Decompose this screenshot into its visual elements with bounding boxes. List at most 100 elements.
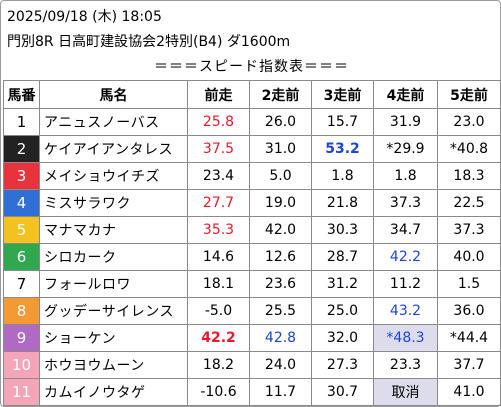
table-row: 7 フォールロワ 18.1 23.6 31.2 11.2 1.5	[3, 270, 501, 298]
speed-index-cell: 5.0	[249, 162, 312, 190]
speed-index-cell: *48.3	[373, 324, 438, 352]
horse-name-cell: ミスサラワク	[39, 189, 188, 217]
table-row: 5 マナマカナ 35.3 42.0 30.3 34.7 37.3	[3, 216, 501, 244]
col-header-horse: 馬名	[39, 80, 188, 109]
col-header-4back: 4走前	[373, 80, 438, 109]
speed-index-cell: 34.7	[373, 216, 438, 244]
speed-index-cell: 43.2	[373, 297, 438, 325]
speed-index-cell: 1.8	[311, 162, 374, 190]
speed-index-cell: 37.3	[437, 216, 501, 244]
speed-index-cell: 18.1	[187, 270, 250, 298]
speed-index-cell: 15.7	[311, 108, 374, 136]
speed-index-cell: 1.8	[373, 162, 438, 190]
speed-index-cell: 42.8	[249, 324, 312, 352]
post-number-cell: 9	[3, 324, 40, 352]
speed-index-cell: 30.3	[311, 216, 374, 244]
speed-index-cell: 42.2	[187, 324, 250, 352]
speed-index-cell: 36.0	[437, 297, 501, 325]
speed-index-cell: 37.7	[437, 351, 501, 379]
post-number-cell: 5	[3, 216, 40, 244]
speed-index-cell: 37.5	[187, 135, 250, 163]
horse-name-cell: グッデーサイレンス	[39, 297, 188, 325]
speed-index-cell: 12.6	[249, 243, 312, 271]
speed-index-cell: 21.8	[311, 189, 374, 217]
horse-name-cell: アニュスノーバス	[39, 108, 188, 136]
speed-index-cell: 11.7	[249, 378, 312, 406]
speed-index-cell: 30.7	[311, 378, 374, 406]
speed-index-cell: 18.3	[437, 162, 501, 190]
header-row: 馬番 馬名 前走 2走前 3走前 4走前 5走前	[3, 80, 501, 109]
horse-name-cell: メイショウイチズ	[39, 162, 188, 190]
post-number-cell: 4	[3, 189, 40, 217]
col-header-3back: 3走前	[311, 80, 374, 109]
horse-name-cell: ケイアイアンタレス	[39, 135, 188, 163]
table-row: 2 ケイアイアンタレス 37.5 31.0 53.2 *29.9 *40.8	[3, 135, 501, 163]
speed-index-cell: *44.4	[437, 324, 501, 352]
table-row: 9 ショーケン 42.2 42.8 32.0 *48.3 *44.4	[3, 324, 501, 352]
speed-index-cell: 28.7	[311, 243, 374, 271]
speed-index-cell: -5.0	[187, 297, 250, 325]
post-number-cell: 2	[3, 135, 40, 163]
speed-index-cell: 18.2	[187, 351, 250, 379]
speed-index-cell: 53.2	[311, 135, 374, 163]
speed-index-cell: 25.0	[311, 297, 374, 325]
speed-index-cell: 31.0	[249, 135, 312, 163]
table-row: 6 シロカーク 14.6 12.6 28.7 42.2 40.0	[3, 243, 501, 271]
post-number-cell: 3	[3, 162, 40, 190]
table-row: 10 ホウヨウムーン 18.2 24.0 27.3 23.3 37.7	[3, 351, 501, 379]
post-number-cell: 1	[3, 108, 40, 136]
post-number-cell: 10	[3, 351, 40, 379]
horse-name-cell: カムイノウタゲ	[39, 378, 188, 406]
speed-index-cell: 40.0	[437, 243, 501, 271]
speed-index-cell: 35.3	[187, 216, 250, 244]
speed-index-cell: 42.2	[373, 243, 438, 271]
speed-index-cell: 24.0	[249, 351, 312, 379]
post-number-cell: 11	[3, 378, 40, 406]
col-header-last: 前走	[187, 80, 250, 109]
speed-index-cell: 23.0	[437, 108, 501, 136]
speed-index-cell: -10.6	[187, 378, 250, 406]
speed-index-cell: 32.0	[311, 324, 374, 352]
race-title: 門別8R 日高町建設協会2特別(B4) ダ1600m	[7, 34, 291, 50]
horse-name-cell: マナマカナ	[39, 216, 188, 244]
speed-index-cell: 25.8	[187, 108, 250, 136]
speed-index-cell: *40.8	[437, 135, 501, 163]
speed-index-cell: 14.6	[187, 243, 250, 271]
horse-name-cell: シロカーク	[39, 243, 188, 271]
speed-index-cell: 31.2	[311, 270, 374, 298]
speed-index-table: 馬番 馬名 前走 2走前 3走前 4走前 5走前 1 アニュスノーバス 25.8 26…	[3, 80, 501, 406]
speed-index-cell: 25.5	[249, 297, 312, 325]
speed-index-cell: 42.0	[249, 216, 312, 244]
horse-name-cell: フォールロワ	[39, 270, 188, 298]
speed-index-cell: 26.0	[249, 108, 312, 136]
table-row: 8 グッデーサイレンス -5.0 25.5 25.0 43.2 36.0	[3, 297, 501, 325]
post-number-cell: 7	[3, 270, 40, 298]
speed-index-cell: 27.7	[187, 189, 250, 217]
table-row: 11 カムイノウタゲ -10.6 11.7 30.7 取消 41.0	[3, 378, 501, 406]
col-header-5back: 5走前	[437, 80, 501, 109]
horse-name-cell: ショーケン	[39, 324, 188, 352]
datetime-text: 2025/09/18 (木) 18:05	[7, 9, 162, 25]
speed-index-cell: 1.5	[437, 270, 501, 298]
speed-index-cell: 22.5	[437, 189, 501, 217]
post-number-cell: 6	[3, 243, 40, 271]
table-row: 3 メイショウイチズ 23.4 5.0 1.8 1.8 18.3	[3, 162, 501, 190]
speed-index-cell: 41.0	[437, 378, 501, 406]
col-header-2back: 2走前	[249, 80, 312, 109]
table-row: 4 ミスサラワク 27.7 19.0 21.8 37.3 22.5	[3, 189, 501, 217]
speed-index-cell: *29.9	[373, 135, 438, 163]
speed-index-cell: 23.6	[249, 270, 312, 298]
speed-index-cell: 37.3	[373, 189, 438, 217]
speed-index-cell: 31.9	[373, 108, 438, 136]
speed-index-cell: 取消	[373, 378, 438, 406]
speed-index-cell: 27.3	[311, 351, 374, 379]
speed-index-cell: 19.0	[249, 189, 312, 217]
speed-index-cell: 23.3	[373, 351, 438, 379]
post-number-cell: 8	[3, 297, 40, 325]
table-title: ＝＝＝スピード指数表＝＝＝	[154, 59, 349, 75]
horse-name-cell: ホウヨウムーン	[39, 351, 188, 379]
col-header-post: 馬番	[3, 80, 40, 109]
speed-index-cell: 11.2	[373, 270, 438, 298]
table-row: 1 アニュスノーバス 25.8 26.0 15.7 31.9 23.0	[3, 108, 501, 136]
